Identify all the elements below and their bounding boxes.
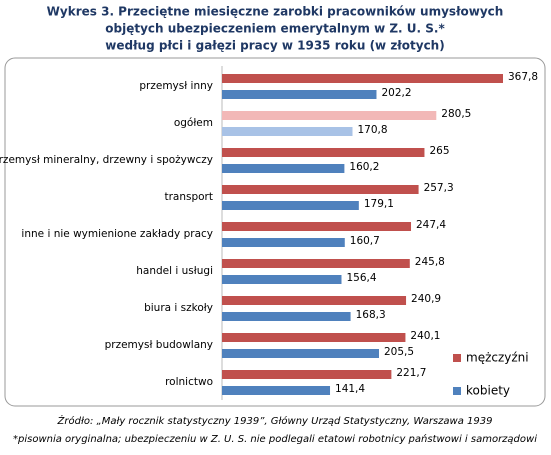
bar (222, 111, 437, 120)
value-label: 280,5 (441, 108, 471, 120)
value-label: 168,3 (356, 309, 386, 321)
category-label: inne i nie wymienione zakłady pracy (21, 228, 213, 240)
value-label: 265 (429, 145, 449, 157)
footnote: *pisownia oryginalna; ubezpieczeniu w Z.… (13, 433, 537, 445)
bar (222, 185, 419, 194)
category-label: ogółem (174, 117, 213, 129)
chart-title: Wykres 3. Przeciętne miesięczne zarobki … (47, 5, 504, 19)
bar (222, 201, 359, 210)
value-label: 141,4 (335, 383, 365, 395)
value-label: 160,2 (349, 161, 379, 173)
bar (222, 386, 331, 395)
value-label: 240,9 (411, 293, 441, 305)
value-label: 247,4 (416, 219, 446, 231)
value-label: 156,4 (346, 272, 376, 284)
value-label: 160,7 (350, 235, 380, 247)
category-label: przemysł budowlany (105, 339, 213, 351)
value-label: 367,8 (508, 71, 538, 83)
category-label: transport (164, 191, 213, 203)
bar (222, 349, 380, 358)
category-label: przemysł inny (139, 80, 213, 92)
value-label: 205,5 (384, 346, 414, 358)
bar (222, 222, 412, 231)
legend-swatch (453, 387, 461, 395)
value-label: 245,8 (415, 256, 445, 268)
bar (222, 333, 406, 342)
legend-swatch (453, 354, 461, 362)
category-label: rolnictwo (165, 376, 213, 388)
value-label: 202,2 (381, 87, 411, 99)
bar (222, 127, 353, 136)
category-label: biura i szkoły (144, 302, 213, 314)
bar (222, 370, 392, 379)
source-note: Źródło: „Mały rocznik statystyczny 1939”… (57, 414, 493, 427)
bar (222, 296, 407, 305)
legend-label: mężczyźni (466, 351, 529, 365)
category-label: handel i usługi (136, 265, 213, 277)
value-label: 170,8 (357, 124, 387, 136)
bar (222, 148, 425, 157)
value-label: 221,7 (396, 367, 426, 379)
value-label: 179,1 (364, 198, 394, 210)
bar (222, 74, 503, 83)
bar (222, 90, 377, 99)
bar (222, 238, 345, 247)
bar (222, 259, 410, 268)
value-label: 257,3 (424, 182, 454, 194)
category-label: przemysł mineralny, drzewny i spożywczy (0, 154, 213, 166)
legend-label: kobiety (466, 384, 510, 398)
chart-title: objętych ubezpieczeniem emerytalnym w Z.… (105, 22, 445, 36)
chart-title: według płci i gałęzi pracy w 1935 roku (… (105, 39, 444, 53)
bar (222, 164, 345, 173)
plot-frame (4, 57, 546, 407)
value-label: 240,1 (410, 330, 440, 342)
bar (222, 312, 351, 321)
bar (222, 275, 342, 284)
